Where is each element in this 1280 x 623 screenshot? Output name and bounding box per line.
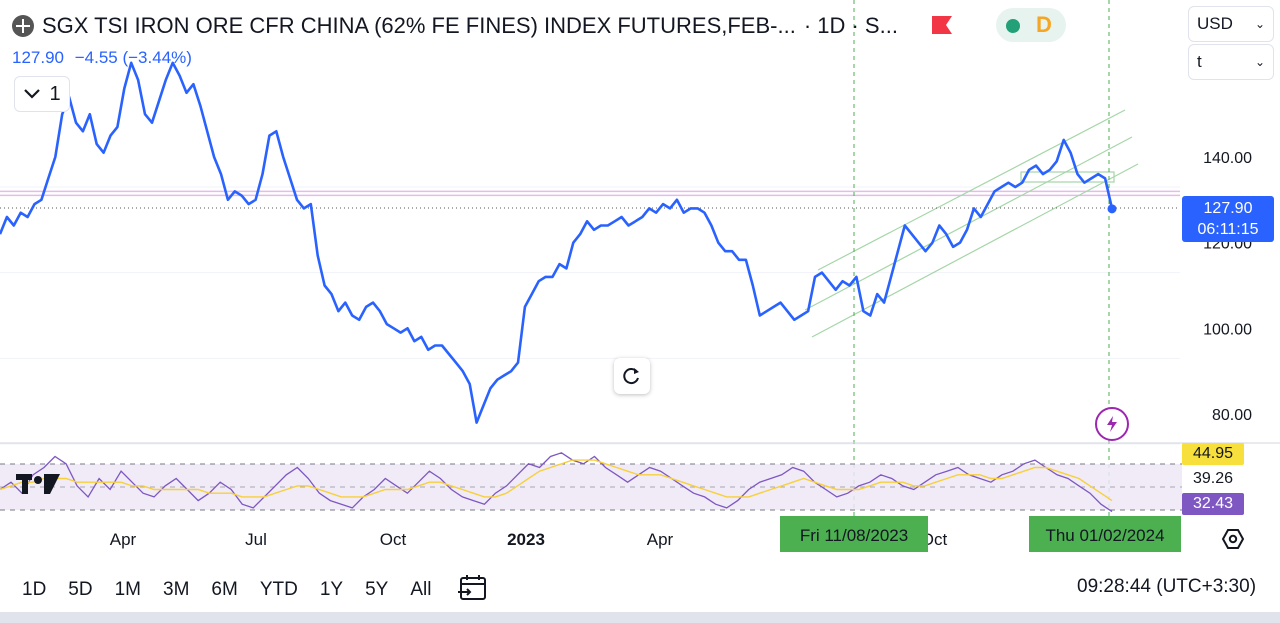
reset-icon <box>623 368 639 385</box>
price-tick-label: 100.00 <box>1203 321 1252 338</box>
time-tick-label: Oct <box>380 530 407 549</box>
clock-timezone[interactable]: 09:28:44 (UTC+3:30) <box>1077 576 1257 597</box>
price-tag-value: 127.90 <box>1203 200 1253 217</box>
tradingview-logo-icon <box>16 474 60 494</box>
trend-channel <box>804 109 1139 338</box>
unit-value: t <box>1197 52 1202 71</box>
timeframe-5y[interactable]: 5Y <box>365 579 389 600</box>
time-tick-label: Jul <box>245 530 267 549</box>
crosshair-date-left: Fri 11/08/2023 <box>780 516 928 552</box>
timeframe-3m[interactable]: 3M <box>163 579 190 600</box>
chevron-down-icon: ⌄ <box>1254 17 1265 31</box>
lightning-icon <box>1107 416 1117 432</box>
symbol-logo-icon <box>12 15 34 37</box>
market-open-dot <box>1006 19 1020 33</box>
symbol-title: SGX TSI IRON ORE CFR CHINA (62% FE FINES… <box>42 13 796 38</box>
price-change-line: 127.90 −4.55 (−3.44%) <box>12 48 192 68</box>
flag-icon[interactable] <box>932 16 952 34</box>
chevron-down-icon <box>24 89 41 99</box>
timeframe-1m[interactable]: 1M <box>114 579 141 600</box>
price-level-lines <box>0 190 1180 197</box>
reset-chart-button[interactable] <box>614 358 650 394</box>
rsi-ma-line <box>0 459 1113 502</box>
last-price-tag: 127.90 06:11:15 <box>1182 196 1274 242</box>
footer-strip <box>0 612 1280 623</box>
collapse-indicators-button[interactable]: 1 <box>14 76 70 112</box>
interval-label[interactable]: · 1D · S... <box>803 13 898 38</box>
grid-lines <box>0 186 1180 445</box>
timeframe-bar: 1D 5D 1M 3M 6M YTD 1Y 5Y All <box>0 570 1280 610</box>
price-change-value: −4.55 (−3.44%) <box>74 48 192 67</box>
lightning-alert-button[interactable] <box>1095 407 1129 441</box>
unit-select[interactable]: t ⌄ <box>1188 44 1274 80</box>
timeframe-6m[interactable]: 6M <box>211 579 238 600</box>
last-price-dot <box>1107 204 1117 214</box>
chevron-down-icon: ⌄ <box>1254 55 1265 69</box>
symbol-title-bar[interactable]: SGX TSI IRON ORE CFR CHINA (62% FE FINES… <box>12 10 898 42</box>
time-axis: Apr Jul Oct 2023 Apr Oct <box>110 530 948 549</box>
currency-select[interactable]: USD ⌄ <box>1188 6 1274 42</box>
rsi-mid-tag: 39.26 <box>1182 468 1244 490</box>
price-series-line <box>0 61 1114 424</box>
currency-value: USD <box>1197 14 1233 33</box>
last-price-value: 127.90 <box>12 48 64 67</box>
date-range-icon[interactable] <box>458 574 488 602</box>
time-tick-label: 2023 <box>507 530 545 549</box>
price-tick-label: 140.00 <box>1203 150 1252 167</box>
timeframe-1y[interactable]: 1Y <box>319 579 344 600</box>
rsi-ma-tag: 44.95 <box>1182 443 1244 465</box>
price-tick-label: 80.00 <box>1212 407 1252 424</box>
time-tick-label: Apr <box>110 530 137 549</box>
delayed-data-badge: D <box>1036 12 1052 37</box>
timeframe-all[interactable]: All <box>410 579 432 600</box>
time-tick-label: Apr <box>647 530 674 549</box>
timeframe-5d[interactable]: 5D <box>68 579 93 600</box>
rsi-value-tag: 32.43 <box>1182 493 1244 515</box>
price-tag-countdown: 06:11:15 <box>1197 221 1259 238</box>
timeframe-1d[interactable]: 1D <box>22 579 47 600</box>
crosshair-date-right: Thu 01/02/2024 <box>1029 516 1181 552</box>
rsi-series-line <box>0 452 1113 513</box>
timeframe-ytd[interactable]: YTD <box>259 579 298 600</box>
settings-hexagon-icon[interactable] <box>1221 527 1245 551</box>
indicator-count: 1 <box>49 82 61 105</box>
